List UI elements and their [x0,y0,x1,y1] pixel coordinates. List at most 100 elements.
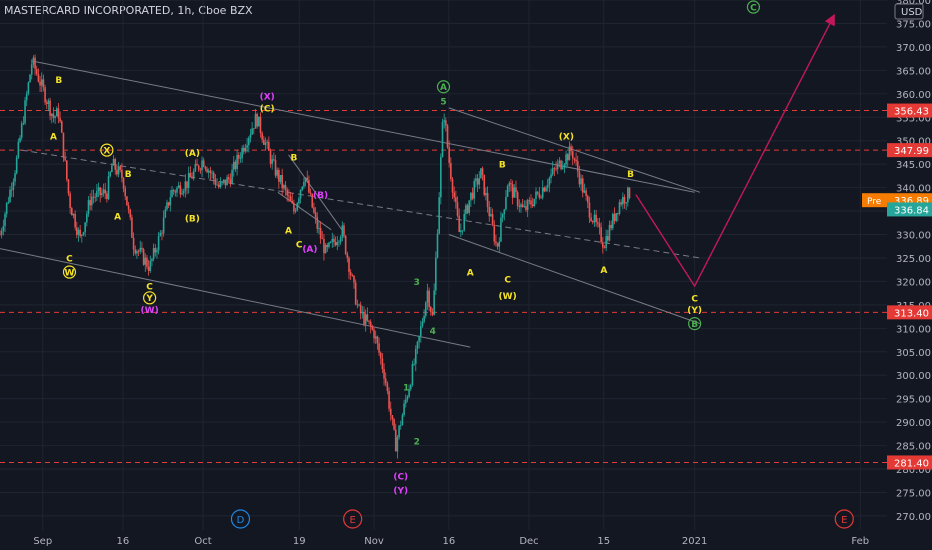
candle-body [450,162,452,179]
candle-body [207,170,210,173]
candle-body [404,399,407,404]
horizontal-levels [0,110,887,463]
candle-body [615,213,617,221]
candle-body [373,329,375,339]
wave-label: A [50,133,57,143]
candle-body [69,193,71,209]
candle-body [406,396,409,400]
pre-tag-label: Pre [867,197,882,207]
candle-body [214,178,217,185]
y-tick-label: 295.00 [896,395,931,406]
candle-body [221,181,223,183]
candle-body [393,419,395,430]
candle-body [425,302,427,316]
candle-body [349,272,352,276]
candle-body [558,160,561,164]
candle-body [296,203,299,211]
candle-body [259,116,262,134]
channel-line [288,154,343,231]
candle-body [216,184,218,186]
candle-body [20,123,23,138]
candle-body [65,160,68,180]
y-tick-label: 325.00 [896,254,931,265]
candle-body [386,383,389,391]
candle-body [24,100,26,124]
candle-body [329,241,332,243]
candle-body [30,64,33,75]
candle-body [129,209,132,218]
candle-body [171,189,173,198]
candle-body [112,159,115,166]
candle-body [605,236,607,248]
candle-body [229,179,232,184]
candle-body [274,160,277,176]
time-axis-panel [0,530,932,550]
wave-label: C [66,254,73,264]
y-tick-label: 365.00 [896,66,931,77]
y-tick-label: 300.00 [896,371,931,382]
candle-body [0,234,1,236]
candle-body [211,172,213,174]
candle-body [283,185,285,189]
candle-body [74,213,76,228]
candle-body [227,177,230,180]
candle-body [264,142,267,145]
candle-body [222,179,225,182]
candle-body [561,167,564,169]
y-tick-label: 290.00 [896,418,931,429]
candle-body [426,290,429,303]
candle-body [625,202,627,204]
candle-body [35,68,38,75]
candle-body [353,275,355,283]
candle-body [543,187,546,192]
candle-body [441,121,444,158]
candle-body [226,177,228,186]
candle-body [96,190,98,197]
candle-body [526,200,529,211]
candle-body [403,403,405,415]
candle-body [281,174,283,189]
candle-body [379,352,382,359]
time-axis[interactable]: Sep 16 Oct 19 Nov 16 Dec 15 2021 Feb [0,530,932,550]
candle-body [399,425,402,427]
candle-body [194,163,197,172]
event-marker [230,509,251,529]
candle-body [319,227,322,239]
wave-label: A [285,226,292,236]
projection-path [635,13,835,288]
candle-body [531,204,534,207]
wave-label: (X) [260,93,275,103]
candle-body [451,178,454,193]
candle-body [122,178,125,189]
candle-body [92,196,95,198]
candle-body [583,190,586,193]
candle-body [299,190,302,199]
candle-body [224,179,227,186]
candle-body [59,118,61,122]
candle-body [139,247,142,252]
candle-body [598,223,601,228]
wave-label: (A) [302,245,317,255]
wave-label-circle [143,291,157,305]
candle-body [197,165,200,170]
wave-label: C [504,276,511,286]
wave-label: A [440,83,447,93]
candle-body [64,157,66,161]
candle-body [516,192,519,206]
candle-body [366,314,369,321]
channel-line [0,248,471,348]
candle-body [461,230,464,232]
candle-body [481,168,484,175]
candle-body [76,227,78,235]
wave-label: B [290,154,297,164]
candle-body [575,159,577,162]
candle-body [144,257,147,265]
candle-body [4,213,6,227]
candle-body [433,290,435,315]
candle-body [239,158,242,159]
chart-title: MASTERCARD INCORPORATED, 1h, Cboe BZX [4,4,253,17]
candle-body [40,79,43,86]
candle-body [82,232,85,235]
